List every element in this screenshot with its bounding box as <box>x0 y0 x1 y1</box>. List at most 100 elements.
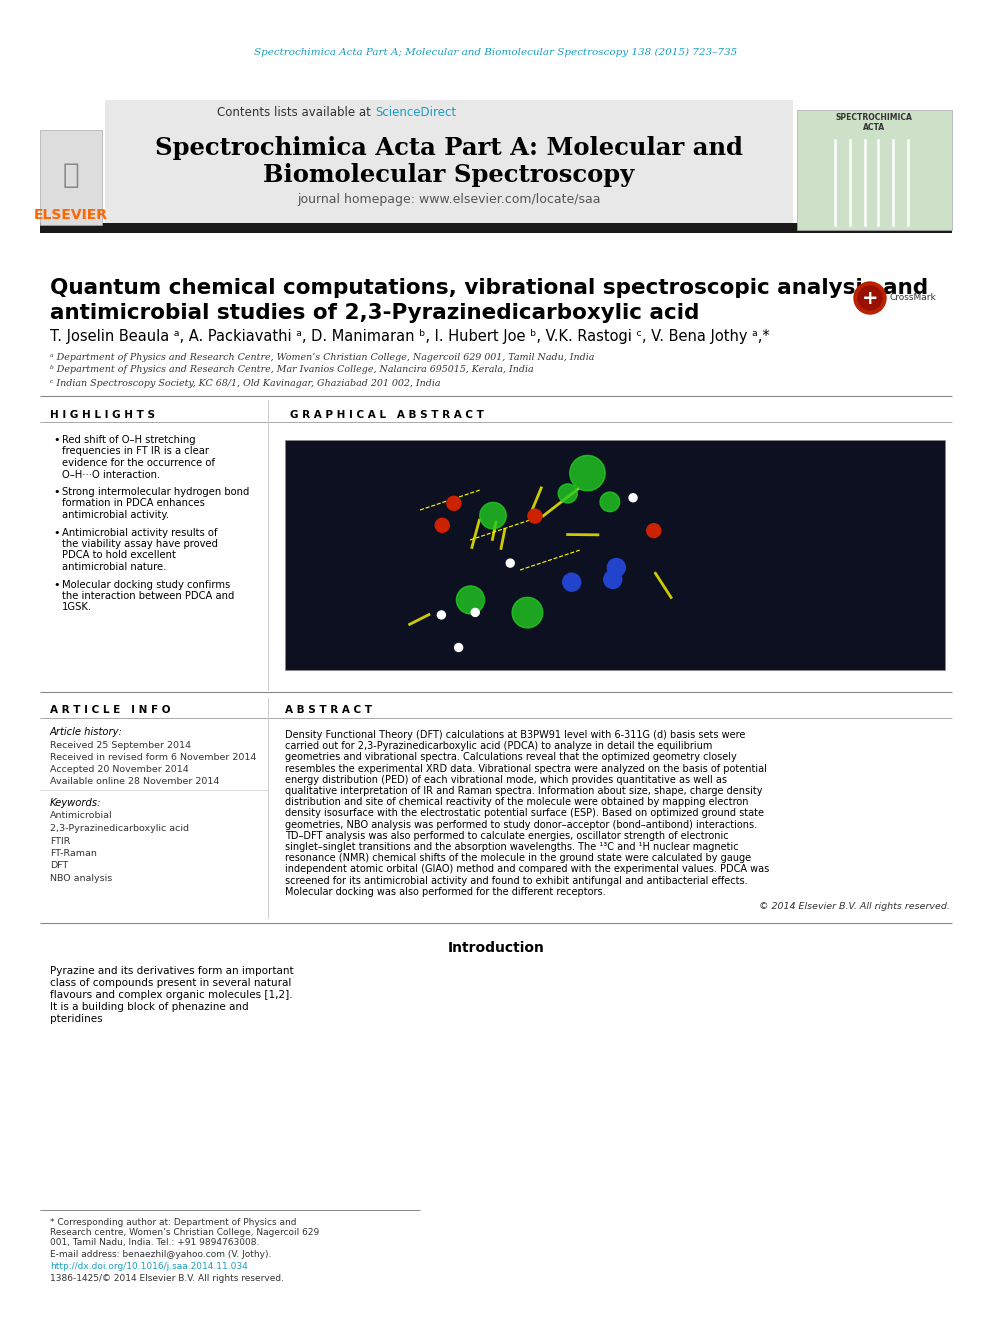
Text: TD–DFT analysis was also performed to calculate energies, oscillator strength of: TD–DFT analysis was also performed to ca… <box>285 831 729 841</box>
Text: +: + <box>862 288 878 307</box>
Text: * Corresponding author at: Department of Physics and: * Corresponding author at: Department of… <box>50 1218 297 1226</box>
Text: ACTA: ACTA <box>863 123 885 131</box>
Text: Antimicrobial activity results of: Antimicrobial activity results of <box>62 528 217 537</box>
Text: E-mail address: benaezhil@yahoo.com (V. Jothy).: E-mail address: benaezhil@yahoo.com (V. … <box>50 1250 272 1259</box>
Text: carried out for 2,3-Pyrazinedicarboxylic acid (PDCA) to analyze in detail the eq: carried out for 2,3-Pyrazinedicarboxylic… <box>285 741 712 751</box>
Text: journal homepage: www.elsevier.com/locate/saa: journal homepage: www.elsevier.com/locat… <box>298 193 601 206</box>
Text: Strong intermolecular hydrogen bond: Strong intermolecular hydrogen bond <box>62 487 249 497</box>
Text: Molecular docking study confirms: Molecular docking study confirms <box>62 579 230 590</box>
Text: ᵃ Department of Physics and Research Centre, Women’s Christian College, Nagercoi: ᵃ Department of Physics and Research Cen… <box>50 352 594 361</box>
Text: antimicrobial activity.: antimicrobial activity. <box>62 509 169 520</box>
Text: Research centre, Women’s Christian College, Nagercoil 629: Research centre, Women’s Christian Colle… <box>50 1228 319 1237</box>
Text: Quantum chemical computations, vibrational spectroscopic analysis and: Quantum chemical computations, vibration… <box>50 278 929 298</box>
Text: ELSEVIER: ELSEVIER <box>34 208 108 222</box>
Circle shape <box>512 597 543 628</box>
Circle shape <box>647 524 661 537</box>
Circle shape <box>569 455 605 491</box>
Circle shape <box>528 509 542 523</box>
Circle shape <box>506 560 514 568</box>
Text: Keywords:: Keywords: <box>50 798 101 808</box>
Bar <box>40 130 102 225</box>
Text: Antimicrobial: Antimicrobial <box>50 811 113 820</box>
Circle shape <box>446 496 461 511</box>
Text: the interaction between PDCA and: the interaction between PDCA and <box>62 591 234 601</box>
Text: singlet–singlet transitions and the absorption wavelengths. The ¹³C and ¹H nucle: singlet–singlet transitions and the abso… <box>285 841 739 852</box>
Text: 1GSK.: 1GSK. <box>62 602 92 613</box>
Text: antimicrobial nature.: antimicrobial nature. <box>62 562 167 572</box>
Text: NBO analysis: NBO analysis <box>50 875 112 882</box>
Text: Spectrochimica Acta Part A; Molecular and Biomolecular Spectroscopy 138 (2015) 7: Spectrochimica Acta Part A; Molecular an… <box>254 48 738 57</box>
Text: frequencies in FT IR is a clear: frequencies in FT IR is a clear <box>62 446 209 456</box>
Bar <box>40 224 952 233</box>
Text: distribution and site of chemical reactivity of the molecule were obtained by ma: distribution and site of chemical reacti… <box>285 798 749 807</box>
Text: Contents lists available at: Contents lists available at <box>217 106 375 119</box>
Text: A R T I C L E   I N F O: A R T I C L E I N F O <box>50 705 171 714</box>
Bar <box>797 110 952 230</box>
Text: Red shift of O–H stretching: Red shift of O–H stretching <box>62 435 195 445</box>
Circle shape <box>607 558 625 577</box>
Text: evidence for the occurrence of: evidence for the occurrence of <box>62 458 215 468</box>
Text: Spectrochimica Acta Part A: Molecular and: Spectrochimica Acta Part A: Molecular an… <box>155 136 743 160</box>
Text: energy distribution (PED) of each vibrational mode, which provides quantitative : energy distribution (PED) of each vibrat… <box>285 775 727 785</box>
Circle shape <box>454 643 462 651</box>
Text: •: • <box>53 435 60 445</box>
Text: screened for its antimicrobial activity and found to exhibit antifungal and anti: screened for its antimicrobial activity … <box>285 876 748 885</box>
Text: A B S T R A C T: A B S T R A C T <box>285 705 372 714</box>
Text: class of compounds present in several natural: class of compounds present in several na… <box>50 978 292 988</box>
Text: •: • <box>53 579 60 590</box>
Text: ScienceDirect: ScienceDirect <box>375 106 456 119</box>
Text: SPECTROCHIMICA: SPECTROCHIMICA <box>835 114 913 123</box>
Circle shape <box>629 493 637 501</box>
Text: CrossMark: CrossMark <box>890 294 936 303</box>
Text: Molecular docking was also performed for the different receptors.: Molecular docking was also performed for… <box>285 886 606 897</box>
Text: Received 25 September 2014: Received 25 September 2014 <box>50 741 191 750</box>
Text: geometries and vibrational spectra. Calculations reveal that the optimized geome: geometries and vibrational spectra. Calc… <box>285 753 737 762</box>
Text: Biomolecular Spectroscopy: Biomolecular Spectroscopy <box>263 163 635 187</box>
Text: Available online 28 November 2014: Available online 28 November 2014 <box>50 778 219 786</box>
Text: •: • <box>53 487 60 497</box>
Text: Accepted 20 November 2014: Accepted 20 November 2014 <box>50 766 188 774</box>
Text: H I G H L I G H T S: H I G H L I G H T S <box>50 410 155 419</box>
Text: Introduction: Introduction <box>447 941 545 955</box>
Text: 🌳: 🌳 <box>62 161 79 189</box>
Text: density isosurface with the electrostatic potential surface (ESP). Based on opti: density isosurface with the electrostati… <box>285 808 764 819</box>
Text: PDCA to hold excellent: PDCA to hold excellent <box>62 550 176 561</box>
Text: 001, Tamil Nadu, India. Tel.: +91 9894763008.: 001, Tamil Nadu, India. Tel.: +91 989476… <box>50 1238 259 1248</box>
Circle shape <box>456 586 484 614</box>
Text: •: • <box>53 528 60 537</box>
Text: resonance (NMR) chemical shifts of the molecule in the ground state were calcula: resonance (NMR) chemical shifts of the m… <box>285 853 751 863</box>
Bar <box>285 441 945 669</box>
Text: qualitative interpretation of IR and Raman spectra. Information about size, shap: qualitative interpretation of IR and Ram… <box>285 786 763 796</box>
Text: 2,3-Pyrazinedicarboxylic acid: 2,3-Pyrazinedicarboxylic acid <box>50 824 189 833</box>
Circle shape <box>604 570 622 589</box>
Text: formation in PDCA enhances: formation in PDCA enhances <box>62 499 205 508</box>
Circle shape <box>600 492 620 512</box>
Text: 1386-1425/© 2014 Elsevier B.V. All rights reserved.: 1386-1425/© 2014 Elsevier B.V. All right… <box>50 1274 284 1283</box>
Text: It is a building block of phenazine and: It is a building block of phenazine and <box>50 1002 249 1012</box>
Text: antimicrobial studies of 2,3-Pyrazinedicarboxylic acid: antimicrobial studies of 2,3-Pyrazinedic… <box>50 303 699 323</box>
Text: geometries, NBO analysis was performed to study donor–acceptor (bond–antibond) i: geometries, NBO analysis was performed t… <box>285 820 757 830</box>
Circle shape <box>562 573 580 591</box>
Circle shape <box>858 286 882 310</box>
Text: Density Functional Theory (DFT) calculations at B3PW91 level with 6-311G (d) bas: Density Functional Theory (DFT) calculat… <box>285 730 745 740</box>
Circle shape <box>435 519 449 532</box>
Circle shape <box>471 609 479 617</box>
Text: FTIR: FTIR <box>50 836 70 845</box>
Text: © 2014 Elsevier B.V. All rights reserved.: © 2014 Elsevier B.V. All rights reserved… <box>759 902 950 912</box>
Text: the viability assay have proved: the viability assay have proved <box>62 538 218 549</box>
Text: FT-Raman: FT-Raman <box>50 849 97 859</box>
Text: Received in revised form 6 November 2014: Received in revised form 6 November 2014 <box>50 754 256 762</box>
Text: O–H···O interaction.: O–H···O interaction. <box>62 470 161 479</box>
Bar <box>105 101 793 230</box>
Text: Article history:: Article history: <box>50 728 123 737</box>
Text: pteridines: pteridines <box>50 1013 102 1024</box>
Text: ᶜ Indian Spectroscopy Society, KC 68/1, Old Kavinagar, Ghaziabad 201 002, India: ᶜ Indian Spectroscopy Society, KC 68/1, … <box>50 378 440 388</box>
Text: resembles the experimental XRD data. Vibrational spectra were analyzed on the ba: resembles the experimental XRD data. Vib… <box>285 763 767 774</box>
Text: Pyrazine and its derivatives form an important: Pyrazine and its derivatives form an imp… <box>50 966 294 976</box>
Circle shape <box>437 611 445 619</box>
Text: flavours and complex organic molecules [1,2].: flavours and complex organic molecules [… <box>50 990 293 1000</box>
Text: ᵇ Department of Physics and Research Centre, Mar Ivanios College, Nalancira 6950: ᵇ Department of Physics and Research Cen… <box>50 365 534 374</box>
Text: independent atomic orbital (GIAO) method and compared with the experimental valu: independent atomic orbital (GIAO) method… <box>285 864 769 875</box>
Circle shape <box>854 282 886 314</box>
Text: http://dx.doi.org/10.1016/j.saa.2014.11.034: http://dx.doi.org/10.1016/j.saa.2014.11.… <box>50 1262 248 1271</box>
